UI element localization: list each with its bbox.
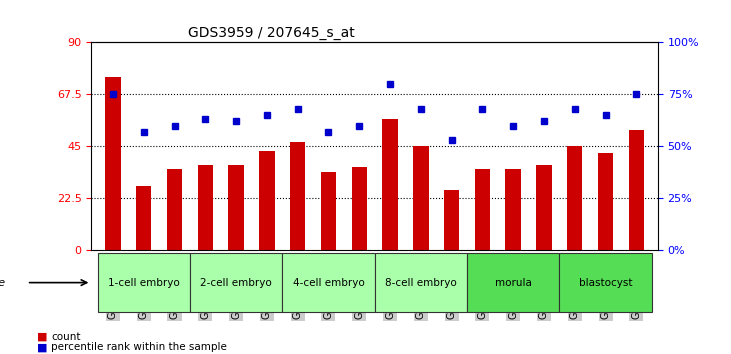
Bar [321,172,336,250]
Bar [290,142,306,250]
Text: GDS3959 / 207645_s_at: GDS3959 / 207645_s_at [188,26,355,40]
Bar [382,119,398,250]
Text: morula: morula [495,278,531,287]
Bar [228,165,243,250]
Text: percentile rank within the sample: percentile rank within the sample [51,342,227,353]
Bar [167,170,182,250]
Text: count: count [51,332,80,342]
Bar [260,151,275,250]
Bar [413,146,428,250]
Text: development stage: development stage [0,278,5,287]
FancyBboxPatch shape [559,253,652,312]
FancyBboxPatch shape [467,253,559,312]
FancyBboxPatch shape [97,253,190,312]
Bar [567,146,583,250]
Text: 8-cell embryo: 8-cell embryo [385,278,457,287]
Bar [352,167,367,250]
Bar [506,170,521,250]
FancyBboxPatch shape [282,253,374,312]
Text: 1-cell embryo: 1-cell embryo [108,278,180,287]
FancyBboxPatch shape [190,253,282,312]
Text: ■: ■ [37,332,47,342]
Text: blastocyst: blastocyst [579,278,632,287]
Bar [598,153,613,250]
Text: ■: ■ [37,342,47,353]
Bar [629,130,644,250]
Text: 2-cell embryo: 2-cell embryo [200,278,272,287]
Bar [105,77,121,250]
Bar [474,170,490,250]
Bar [136,185,151,250]
Bar [197,165,213,250]
FancyBboxPatch shape [374,253,467,312]
Text: 4-cell embryo: 4-cell embryo [292,278,364,287]
Bar [444,190,459,250]
Bar [537,165,552,250]
